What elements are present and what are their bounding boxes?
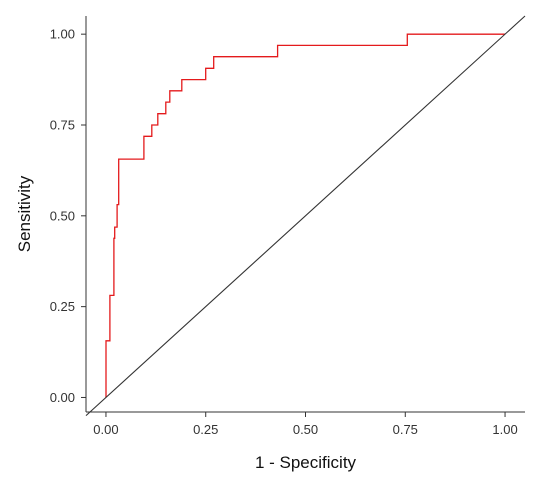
- y-tick-label: 0.50: [50, 208, 75, 223]
- reference-diagonal-line: [85, 15, 526, 417]
- y-tick-label: 0.75: [50, 117, 75, 132]
- roc-curve-line: [105, 33, 505, 398]
- y-tick-label: 0.00: [50, 390, 75, 405]
- y-axis-title: Sensitivity: [15, 175, 34, 252]
- x-axis-ticks: 0.00 0.25 0.50 0.75 1.00: [93, 412, 518, 437]
- x-tick-label: 0.00: [93, 422, 118, 437]
- plot-area: [85, 15, 526, 417]
- x-tick-label: 0.50: [293, 422, 318, 437]
- x-tick-label: 0.75: [393, 422, 418, 437]
- x-axis-title: 1 - Specificity: [255, 453, 357, 472]
- y-axis-ticks: 0.00 0.25 0.50 0.75 1.00: [50, 27, 86, 405]
- y-tick-label: 0.25: [50, 299, 75, 314]
- y-tick-label: 1.00: [50, 27, 75, 42]
- x-tick-label: 1.00: [492, 422, 517, 437]
- x-tick-label: 0.25: [193, 422, 218, 437]
